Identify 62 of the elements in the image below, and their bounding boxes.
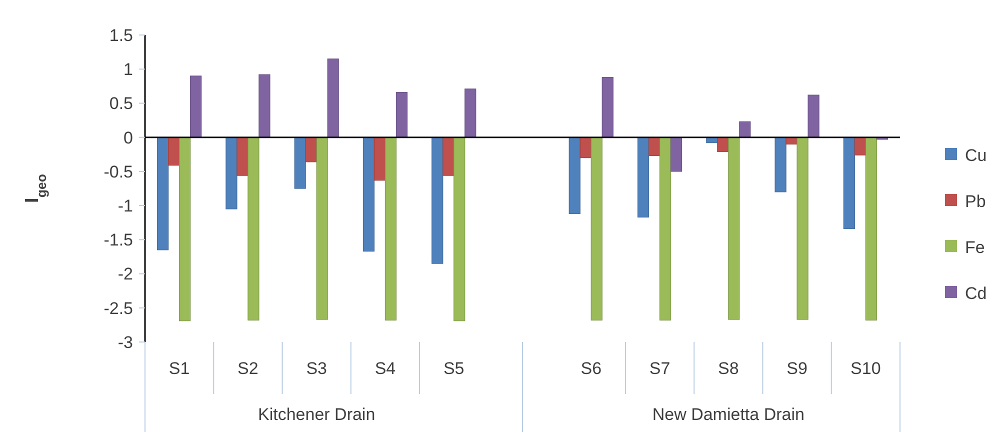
x-tick-label: S7 <box>649 359 670 378</box>
bar <box>258 74 270 138</box>
bar <box>843 137 855 230</box>
bar <box>432 137 444 264</box>
bar <box>659 137 672 320</box>
x-tick-label: S4 <box>374 359 396 378</box>
x-tick-label: S10 <box>850 359 881 378</box>
bar <box>774 137 786 192</box>
x-tick-label: S5 <box>443 359 464 378</box>
bar <box>580 137 592 158</box>
bar <box>670 137 682 172</box>
x-tick-label: S2 <box>238 359 258 378</box>
y-tick-label: -0.5 <box>104 162 133 182</box>
y-tick-label: 0 <box>124 128 133 148</box>
bar <box>374 137 386 181</box>
bar <box>294 137 306 189</box>
bar <box>637 137 650 218</box>
legend-label: Pb <box>965 192 986 211</box>
x-tick-label: S6 <box>580 359 602 378</box>
y-tick-label: -1.5 <box>104 230 133 250</box>
bar <box>305 137 317 162</box>
bar <box>316 137 328 320</box>
bar <box>602 77 614 138</box>
text: New Damietta Drain <box>652 405 804 424</box>
x-tick-label: S1 <box>168 359 190 378</box>
bar <box>157 137 169 250</box>
bar <box>362 137 375 252</box>
bar <box>396 92 408 138</box>
legend-label: Fe <box>965 238 985 257</box>
bar <box>454 137 466 322</box>
y-tick-label: 1 <box>124 60 133 80</box>
bar <box>327 58 339 138</box>
legend-label: Cd <box>965 284 987 303</box>
bar <box>384 137 397 320</box>
y-tick-label: 0.5 <box>109 94 133 114</box>
x-tick-label: S8 <box>718 359 739 378</box>
bar <box>464 88 476 138</box>
text: Kitchener Drain <box>258 405 376 424</box>
y-tick-label: -1 <box>118 196 133 216</box>
bar <box>248 137 260 320</box>
bar <box>739 121 751 138</box>
y-tick-label: -2.5 <box>104 298 133 318</box>
bar <box>728 137 740 320</box>
x-tick-label: S9 <box>786 359 808 378</box>
bar <box>648 137 660 156</box>
y-tick-label: -3 <box>118 332 133 352</box>
bar <box>796 137 808 320</box>
bar <box>568 137 580 214</box>
bar <box>808 94 820 138</box>
bar <box>179 137 191 322</box>
bar <box>226 137 238 210</box>
bar <box>236 137 248 176</box>
bar <box>190 76 202 138</box>
y-tick-label: 1.5 <box>109 26 133 45</box>
bar <box>442 137 454 176</box>
bar <box>168 137 180 166</box>
bar <box>865 137 877 320</box>
bar <box>854 137 866 156</box>
x-tick-label: S3 <box>306 359 327 378</box>
bar <box>590 137 602 320</box>
y-tick-label: -2 <box>118 264 133 284</box>
legend-label: Cu <box>965 146 987 165</box>
